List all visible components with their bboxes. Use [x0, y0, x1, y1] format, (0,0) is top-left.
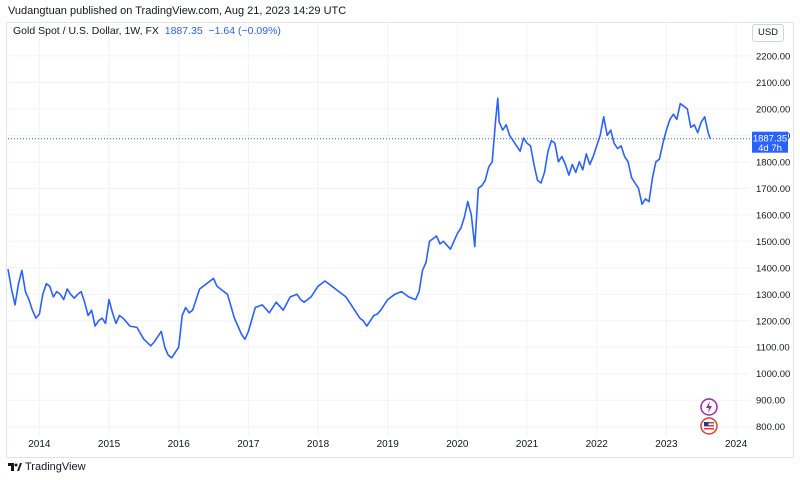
legend-last-price: 1887.35 — [164, 25, 203, 37]
lightning-icon[interactable] — [700, 398, 718, 416]
y-tick-label: 2100.00 — [756, 78, 790, 89]
x-tick-label: 2017 — [237, 439, 260, 450]
us-flag-icon[interactable] — [700, 417, 718, 435]
y-tick-label: 2200.00 — [756, 51, 790, 62]
x-tick-label: 2021 — [516, 439, 539, 450]
chart-legend[interactable]: Gold Spot / U.S. Dollar, 1W, FX 1887.35 … — [13, 25, 281, 37]
x-tick-label: 2015 — [98, 439, 121, 450]
x-tick-label: 2023 — [655, 439, 678, 450]
last-price-tag — [752, 131, 788, 153]
y-tick-label: 1700.00 — [756, 184, 790, 195]
x-tick-label: 2022 — [586, 439, 609, 450]
axes: 800.00 900.00 1000.00 1100.00 1200.00 1300.00… — [28, 51, 790, 450]
y-tick-label: 800.00 — [756, 422, 785, 433]
series-layer — [7, 97, 752, 359]
y-tick-label: 1100.00 — [756, 343, 790, 354]
publication-info: Vudangtuan published on TradingView.com,… — [8, 5, 347, 17]
y-tick-label: 1200.00 — [756, 316, 790, 327]
x-tick-label: 2016 — [168, 439, 191, 450]
y-tick-label: 1500.00 — [756, 237, 790, 248]
y-tick-label: 1400.00 — [756, 263, 790, 274]
currency-button[interactable]: USD — [752, 24, 784, 42]
y-tick-label: 900.00 — [756, 396, 785, 407]
chart-frame — [6, 22, 794, 458]
x-tick-label: 2019 — [377, 439, 400, 450]
tradingview-logo-icon — [8, 463, 22, 471]
x-tick-label: 2024 — [725, 439, 748, 450]
x-tick-label: 2018 — [307, 439, 330, 450]
y-tick-label: 1800.00 — [756, 157, 790, 168]
last-price-tag-countdown: 4d 7h — [758, 143, 782, 154]
y-tick-label: 1300.00 — [756, 290, 790, 301]
legend-change: −1.64 (−0.09%) — [208, 25, 281, 37]
price-series-line — [7, 97, 712, 359]
y-tick-label: 2000.00 — [756, 104, 790, 115]
y-tick-label: 1000.00 — [756, 369, 790, 380]
legend-symbol: Gold Spot / U.S. Dollar, 1W, FX — [13, 25, 159, 37]
x-tick-label: 2020 — [446, 439, 469, 450]
x-tick-label: 2014 — [28, 439, 51, 450]
last-price-tag-value: 1887.35 — [753, 134, 787, 145]
footer-brand: TradingView — [25, 461, 86, 473]
y-tick-label: 1600.00 — [756, 210, 790, 221]
footer[interactable]: TradingView — [8, 460, 86, 474]
grid — [8, 22, 750, 436]
